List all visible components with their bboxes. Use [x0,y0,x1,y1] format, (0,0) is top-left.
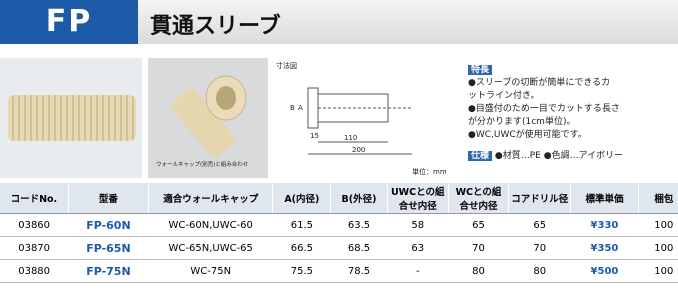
table-cell: FP-75N [68,260,148,283]
table-cell: 03870 [0,237,68,260]
table-cell: - [387,260,448,283]
column-header: B(外径) [331,183,387,214]
table-cell: 75.5 [273,260,331,283]
column-header: UWCとの組合せ内径 [387,183,448,214]
table-cell: 58 [387,214,448,237]
dim-label: 200 [352,146,365,154]
table-cell: ¥500 [571,260,638,283]
tube-image [8,95,136,141]
table-cell: 100 [638,237,678,260]
feature-line: ●目盛付のため一目でカットする長さ [468,103,678,116]
title: 貫通スリーブ [150,8,281,40]
table-cell: 80 [509,260,571,283]
unit: 単位：mm [412,167,447,176]
table-cell: 100 [638,214,678,237]
table-cell: 03860 [0,214,68,237]
feature-line: ●スリーブの切断が簡単にできるカ [468,77,678,90]
column-header: 適合ウォールキャップ [149,183,273,214]
column-header: 標準単価 [571,183,638,214]
table-cell: 63 [387,237,448,260]
feature-tag: 特長 [468,65,492,75]
table-cell: WC-75N [149,260,273,283]
feature-line: ●WC,UWCが使用可能です。 [468,129,678,142]
dim-label: 15 [310,132,319,140]
photo [0,58,142,178]
table-cell: WC-65N,UWC-65 [149,237,273,260]
features: 特長 ●スリーブの切断が簡単にできるカットライン付き。●目盛付のため一目でカット… [468,64,678,142]
dim-label: 110 [344,134,357,142]
table-cell: 65 [448,214,508,237]
feature-lines: ●スリーブの切断が簡単にできるカットライン付き。●目盛付のため一目でカットする長… [468,77,678,142]
series-code: FP [0,0,138,44]
table-cell: FP-60N [68,214,148,237]
table-cell: 80 [448,260,508,283]
page: FP 貫通スリーブ ウォールキャップ(別売)と組み合わせ 寸法図 A B 15 … [0,0,678,298]
table-cell: 70 [448,237,508,260]
spec-text: ●材質…PE ●色調…アイボリー [495,151,623,161]
table-cell: 63.5 [331,214,387,237]
column-header: 梱包 [638,183,678,214]
table-cell: 61.5 [273,214,331,237]
table-cell: WC-60N,UWC-60 [149,214,273,237]
table-cell: 68.5 [331,237,387,260]
table-cell: 66.5 [273,237,331,260]
feature-line: が分かります(1cm単位)。 [468,116,678,129]
dimension-diagram: 寸法図 A B 15 110 200 単位：mm [272,58,460,178]
table-cell: 03880 [0,260,68,283]
feature-line: ットライン付き。 [468,90,678,103]
column-header: コアドリル径 [509,183,571,214]
column-header: 型番 [68,183,148,214]
table-cell: FP-65N [68,237,148,260]
spec: 仕様 ●材質…PE ●色調…アイボリー [468,150,678,163]
table-cell: 70 [509,237,571,260]
column-header: WCとの組合せ内径 [448,183,508,214]
diagram-title: 寸法図 [276,61,297,70]
column-header: A(内径) [273,183,331,214]
table-cell: 65 [509,214,571,237]
dim-label: A [298,104,303,112]
table-cell: 78.5 [331,260,387,283]
table-cell: ¥330 [571,214,638,237]
spec-tag: 仕様 [468,151,492,161]
table-cell: ¥350 [571,237,638,260]
column-header: コードNo. [0,183,68,214]
table-cell: 100 [638,260,678,283]
photo-caption: ウォールキャップ(別売)と組み合わせ [156,160,248,168]
dim-label: B [290,104,295,112]
